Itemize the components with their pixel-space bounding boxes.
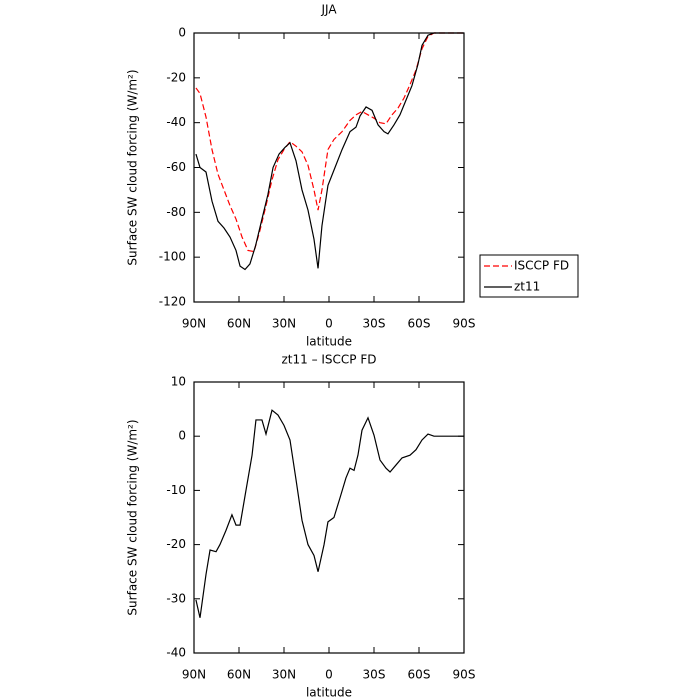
x-axis-label: latitude xyxy=(306,335,352,349)
y-tick-label: -20 xyxy=(166,537,186,551)
chart-title: zt11 – ISCCP FD xyxy=(281,353,376,367)
y-tick-label: -60 xyxy=(166,160,186,174)
plot-frame xyxy=(193,32,465,303)
x-tick-label: 60N xyxy=(227,668,251,682)
y-tick-label: 10 xyxy=(171,375,186,389)
data-line xyxy=(195,409,464,618)
data-line xyxy=(195,32,464,253)
x-tick-label: 90S xyxy=(453,317,476,331)
x-tick-label: 60S xyxy=(408,668,431,682)
x-tick-label: 60N xyxy=(227,317,251,331)
x-tick-label: 90N xyxy=(182,668,206,682)
x-tick-label: 30S xyxy=(363,668,386,682)
y-tick-label: -30 xyxy=(166,591,186,605)
y-tick-label: -120 xyxy=(159,295,186,309)
x-tick-label: 0 xyxy=(325,668,333,682)
x-tick-label: 0 xyxy=(325,317,333,331)
legend-label: zt11 xyxy=(514,280,540,294)
x-tick-label: 90S xyxy=(453,668,476,682)
legend-box xyxy=(479,254,579,298)
data-line xyxy=(195,32,464,271)
x-tick-label: 30N xyxy=(272,668,296,682)
y-tick-label: -80 xyxy=(166,205,186,219)
y-axis-label: Surface SW cloud forcing (W/m²) xyxy=(126,419,140,615)
y-axis-label: Surface SW cloud forcing (W/m²) xyxy=(126,69,140,265)
y-tick-label: -20 xyxy=(166,70,186,84)
y-tick-label: 0 xyxy=(178,429,186,443)
x-axis-label: latitude xyxy=(306,686,352,700)
x-tick-label: 90N xyxy=(182,317,206,331)
plot-frame xyxy=(193,381,465,654)
y-tick-label: -40 xyxy=(166,646,186,660)
x-tick-label: 30S xyxy=(363,317,386,331)
x-tick-label: 60S xyxy=(408,317,431,331)
y-tick-label: -40 xyxy=(166,115,186,129)
x-tick-label: 30N xyxy=(272,317,296,331)
y-tick-label: -10 xyxy=(166,483,186,497)
legend-label: ISCCP FD xyxy=(514,259,569,273)
y-tick-label: -100 xyxy=(159,250,186,264)
y-tick-label: 0 xyxy=(178,26,186,40)
chart-title: JJA xyxy=(320,3,337,17)
